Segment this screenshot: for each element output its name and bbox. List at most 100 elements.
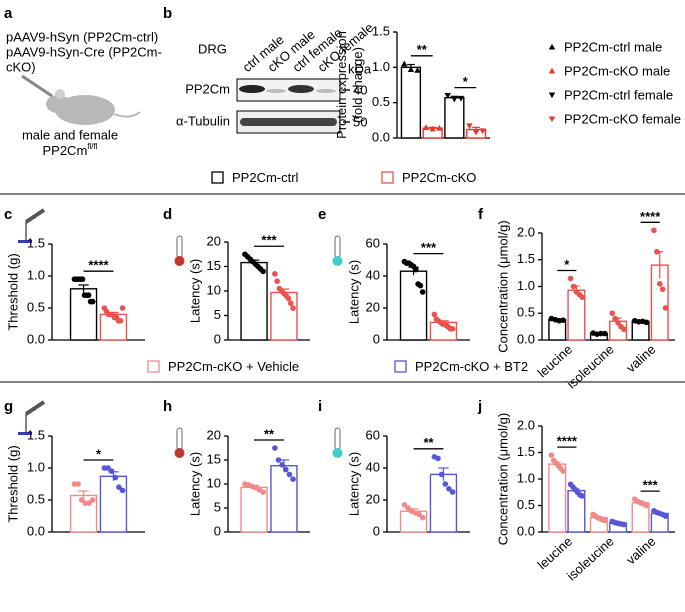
data-point — [612, 315, 618, 322]
significance-label: *** — [421, 240, 437, 255]
y-axis-label: Latency (s) — [346, 452, 361, 516]
data-point — [112, 474, 119, 481]
data-point — [548, 92, 556, 99]
tissue-label: DRG — [198, 41, 227, 56]
significance-label: * — [96, 446, 102, 461]
mouse-icon — [21, 74, 141, 125]
data-point — [621, 326, 627, 333]
filament-handle — [24, 208, 46, 224]
y-tick-label: 1.5 — [372, 23, 390, 38]
data-point — [290, 305, 296, 311]
data-point — [286, 471, 293, 478]
y-tick-label: 20 — [207, 233, 221, 248]
data-point — [79, 276, 86, 283]
data-point — [78, 497, 85, 503]
x-tick-label: valine — [623, 342, 658, 376]
legend-label: PP2Cm-cKO female — [564, 111, 681, 126]
bar — [99, 475, 128, 533]
y-tick-label: 15 — [207, 258, 221, 273]
y-tick-label: 5 — [214, 499, 221, 514]
data-point — [601, 330, 608, 337]
data-point — [119, 305, 126, 311]
significance-label: * — [463, 74, 469, 89]
data-point — [422, 124, 430, 130]
bar — [400, 66, 422, 139]
y-tick-label: 0 — [373, 331, 380, 346]
data-point — [654, 248, 660, 255]
y-tick-label: 40 — [366, 459, 380, 474]
y-tick-label: 1.5 — [517, 251, 535, 266]
data-point — [429, 125, 436, 132]
data-point — [419, 514, 426, 521]
y-axis-label: Threshold (g) — [5, 445, 20, 522]
legend-label: PP2Cm-ctrl male — [564, 39, 662, 54]
y-tick-label: 0.0 — [372, 129, 390, 144]
y-tick-label: 15 — [207, 451, 221, 466]
data-point — [438, 471, 445, 478]
thermometer-bulb — [174, 256, 185, 266]
size-label: 50 — [353, 114, 367, 129]
legend-label: PP2Cm-cKO + Vehicle — [168, 359, 299, 374]
y-tick-label: 0.5 — [27, 491, 45, 506]
y-axis-label: Latency (s) — [187, 452, 202, 516]
data-point — [405, 505, 411, 511]
band — [266, 89, 286, 93]
thermometer-tube — [334, 235, 341, 259]
genotype-text: PP2Cm — [42, 143, 87, 158]
y-tick-label: 0.0 — [517, 523, 535, 538]
panel-label: c — [4, 206, 12, 223]
von-frey-icon — [18, 208, 46, 243]
syringe — [21, 74, 53, 98]
data-point — [457, 95, 465, 102]
genotype: PP2Cmfl/fl — [42, 142, 97, 158]
panel-label: b — [163, 5, 172, 22]
genotype-superscript: fl/fl — [87, 142, 97, 151]
x-tick-label: valine — [623, 534, 658, 568]
data-point — [117, 318, 124, 324]
unit-label: kDa — [348, 61, 372, 76]
y-tick-label: 0 — [373, 523, 380, 538]
y-tick-label: 60 — [366, 235, 380, 250]
data-point — [272, 445, 278, 451]
data-point — [651, 227, 657, 234]
data-point — [272, 271, 278, 277]
data-point — [472, 129, 480, 136]
y-axis-label: Latency (s) — [346, 260, 361, 324]
legend-label: PP2Cm-cKO male — [564, 63, 670, 78]
legend-label: PP2Cm-ctrl female — [564, 87, 673, 102]
y-tick-label: 0.5 — [27, 299, 45, 314]
filament-tip — [18, 432, 32, 435]
y-axis-label: Protein expression(fold change) — [335, 31, 366, 139]
row-label: α-Tubulin — [176, 113, 230, 128]
thermometer-hot — [174, 427, 185, 458]
data-point — [407, 66, 415, 73]
data-point — [466, 123, 473, 130]
y-tick-label: 5 — [214, 307, 221, 322]
y-tick-label: 1.0 — [517, 278, 535, 293]
data-point — [274, 278, 280, 285]
y-tick-label: 2.0 — [517, 224, 535, 239]
data-point — [414, 66, 421, 73]
data-point — [89, 298, 96, 305]
band — [288, 85, 314, 93]
thermometer-hot — [174, 235, 185, 266]
legend-label: PP2Cm-ctrl — [232, 170, 299, 185]
data-point — [601, 517, 608, 524]
data-point — [86, 500, 92, 507]
bar — [548, 463, 567, 533]
data-point — [260, 268, 266, 275]
data-point — [560, 468, 566, 474]
legend-swatch — [147, 360, 160, 373]
y-tick-label: 0.5 — [517, 497, 535, 512]
y-tick-label: 0.5 — [517, 305, 535, 320]
significance-label: **** — [640, 209, 661, 224]
data-point — [401, 60, 408, 67]
significance-label: ** — [264, 426, 275, 441]
significance-label: **** — [88, 258, 109, 273]
y-tick-label: 0 — [214, 523, 221, 538]
data-point — [479, 128, 486, 135]
data-point — [548, 452, 555, 458]
y-tick-label: 0 — [214, 331, 221, 346]
panel-label: f — [478, 206, 484, 223]
